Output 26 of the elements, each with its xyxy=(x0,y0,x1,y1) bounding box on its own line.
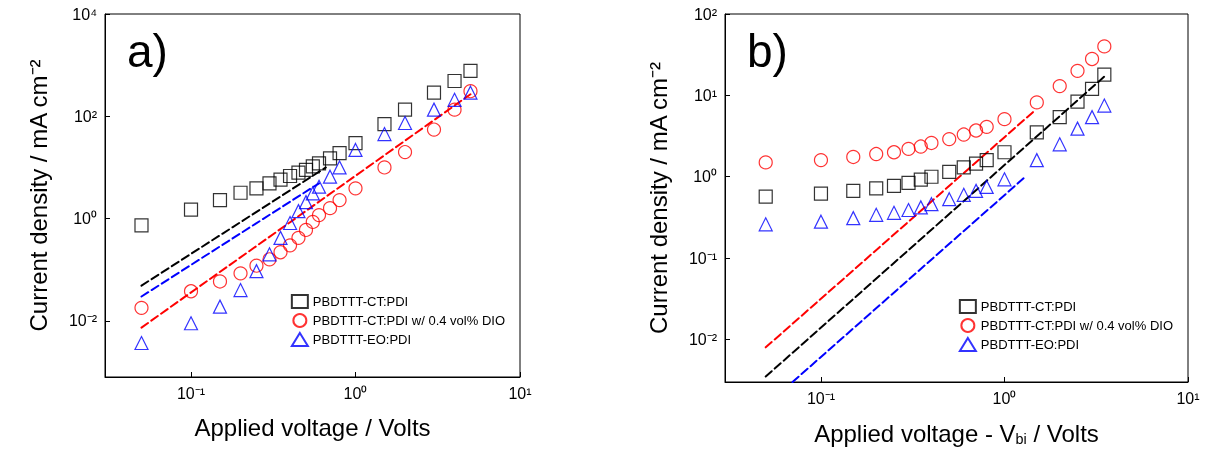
x-tick-label: 10⁻¹ xyxy=(806,389,836,407)
x-axis-title: Applied voltage / Volts xyxy=(194,413,431,441)
y-tick-label: 10⁰ xyxy=(73,210,97,228)
y-axis-title: Current density / mA cm⁻² xyxy=(644,61,672,335)
y-tick-label: 10⁻² xyxy=(688,330,718,348)
x-tick-label: 10⁻¹ xyxy=(176,384,206,402)
x-tick-label: 10¹ xyxy=(1176,389,1200,407)
y-tick-label: 10¹ xyxy=(693,86,717,104)
x-tick-label: 10⁰ xyxy=(343,384,368,402)
y-tick-label: 10⁴ xyxy=(72,5,98,23)
legend-label: PBDTTT-CT:PDI xyxy=(312,294,409,309)
y-tick-label: 10⁰ xyxy=(693,168,717,186)
legend-label: PBDTTT-CT:PDI w/ 0.4 vol% DIO xyxy=(980,318,1174,333)
legend-label: PBDTTT-CT:PDI xyxy=(980,299,1077,314)
x-tick-label: 10¹ xyxy=(508,384,532,402)
y-tick-label: 10² xyxy=(73,107,98,125)
y-tick-label: 10² xyxy=(693,5,718,23)
legend-label: PBDTTT-EO:PDI xyxy=(980,337,1080,352)
y-tick-label: 10⁻¹ xyxy=(688,249,717,267)
y-tick-label: 10⁻² xyxy=(68,312,98,330)
x-tick-label: 10⁰ xyxy=(992,389,1017,407)
legend-label: PBDTTT-EO:PDI xyxy=(312,332,412,347)
y-axis-title: Current density / mA cm⁻² xyxy=(24,59,52,332)
legend-label: PBDTTT-CT:PDI w/ 0.4 vol% DIO xyxy=(312,313,506,328)
annotation: b) xyxy=(747,25,788,77)
annotation: a) xyxy=(127,25,168,77)
